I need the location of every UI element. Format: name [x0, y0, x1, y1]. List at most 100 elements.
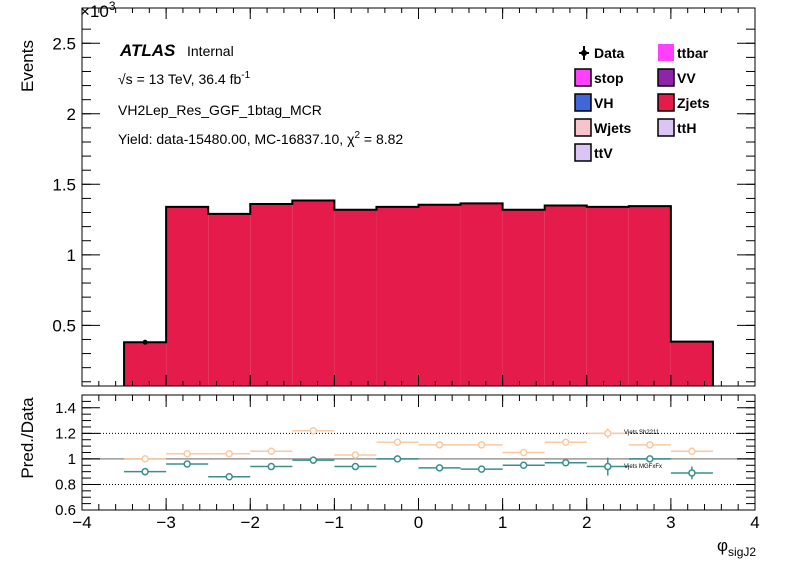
y-tick-label: 1.5	[52, 175, 76, 194]
legend-entry-ttv: ttV	[574, 143, 613, 162]
ratio-y-tick-label: 1.4	[55, 400, 76, 417]
legend-label: Zjets	[677, 95, 710, 111]
y-axis-title: Events	[18, 40, 37, 92]
legend-label: ttbar	[677, 45, 709, 61]
legend-entry-wjets: Wjets	[574, 118, 632, 137]
ratio-point	[393, 438, 402, 447]
legend-marker	[581, 50, 587, 56]
x-tick-label: 2	[582, 513, 591, 532]
legend-entry-stop: stop	[574, 68, 624, 87]
legend-label: VV	[677, 70, 696, 86]
ratio-point	[477, 441, 486, 449]
legend-swatch	[574, 143, 592, 162]
hist-bar	[586, 206, 629, 386]
ratio-point	[646, 441, 654, 449]
yield-text: Yield: data-15480.00, MC-16837.10, χ2 = …	[118, 130, 403, 147]
ratio-point	[267, 462, 276, 471]
x-tick-label: 4	[750, 513, 759, 532]
hist-bar	[502, 209, 545, 386]
ratio-point	[309, 427, 318, 435]
ratio-label-mg: Vjets MGFxFx	[624, 464, 662, 470]
data-point	[142, 339, 148, 345]
legend-entry-ttbar: ttbar	[658, 44, 709, 61]
energy-lumi-text: √s = 13 TeV, 36.4 fb-1	[118, 70, 251, 87]
atlas-label: ATLAS	[119, 41, 176, 60]
legend-entry-data: Data	[579, 45, 625, 61]
y-tick-label: 0.5	[52, 316, 76, 335]
hist-bar	[544, 205, 587, 386]
internal-label: Internal	[187, 43, 234, 59]
legend-swatch	[658, 44, 674, 61]
x-tick-label: −4	[72, 513, 91, 532]
hist-bar	[208, 213, 251, 386]
x-tick-label: 3	[666, 513, 675, 532]
ratio-point	[435, 464, 444, 472]
legend-label: stop	[594, 70, 624, 86]
ratio-point	[604, 462, 612, 471]
ratio-series	[124, 455, 713, 481]
hist-bar	[418, 204, 461, 386]
hist-bar	[376, 206, 419, 386]
ratio-series	[124, 427, 713, 463]
ratio-point	[561, 458, 570, 467]
ratio-point	[225, 473, 233, 481]
ratio-y-tick-label: 0.6	[55, 502, 76, 519]
hist-outline	[123, 199, 714, 386]
legend-swatch	[574, 68, 592, 87]
ratio-label-sh: Vjets Sh2211	[624, 430, 660, 436]
hist-bar	[292, 200, 335, 386]
hist-bar	[460, 203, 503, 386]
legend-label: VH	[594, 95, 613, 111]
hist-bar	[124, 342, 167, 386]
ratio-point	[477, 465, 486, 473]
hist-bar	[628, 206, 671, 386]
ratio-point	[561, 438, 570, 447]
region-label: VH2Lep_Res_GGF_1btag_MCR	[118, 102, 322, 118]
x-axis-title: φsigJ2	[717, 536, 756, 559]
main-histogram	[123, 199, 714, 386]
ratio-axes: 0.6 0.8 1 1.2 1.4 −4 −3 −2 −1 0 1 2 3 4	[55, 394, 760, 532]
legend-swatch	[657, 93, 675, 112]
legend: Data ttbar stop VV VH Zjets Wjets ttH ttV	[574, 44, 710, 162]
y-multiplier: ×103	[80, 0, 116, 21]
ratio-point	[519, 448, 528, 457]
ratio-point	[393, 455, 402, 463]
legend-swatch	[657, 68, 675, 87]
ratio-y-axis-title: Pred./Data	[18, 397, 37, 479]
ratio-point	[604, 429, 612, 438]
ratio-point	[435, 441, 444, 449]
ratio-point	[267, 447, 276, 455]
ratio-point	[351, 451, 360, 459]
ratio-point	[519, 461, 528, 470]
ratio-point	[351, 462, 360, 471]
legend-swatch	[657, 118, 675, 137]
y-tick-label: 2	[67, 105, 76, 124]
ratio-point	[688, 469, 696, 477]
legend-swatch	[574, 93, 592, 112]
ratio-point	[688, 447, 696, 455]
hist-bar	[334, 209, 377, 386]
x-tick-label: 1	[498, 513, 507, 532]
legend-entry-vh: VH	[574, 93, 613, 112]
ratio-panel	[82, 427, 755, 485]
legend-label: Data	[594, 45, 625, 61]
x-tick-label: −2	[241, 513, 260, 532]
legend-swatch	[574, 118, 592, 137]
legend-label: Wjets	[594, 120, 632, 136]
ratio-point	[225, 450, 233, 458]
ratio-point	[141, 455, 149, 463]
ratio-point	[141, 467, 149, 476]
hist-bar	[166, 206, 209, 386]
hist-bar	[670, 341, 713, 386]
hist-bar	[250, 204, 293, 386]
y-tick-label: 1	[67, 246, 76, 265]
ratio-point	[309, 456, 318, 464]
legend-entry-vv: VV	[657, 68, 696, 87]
legend-entry-zjets: Zjets	[657, 93, 710, 112]
ratio-point	[183, 450, 191, 458]
x-tick-label: −1	[325, 513, 344, 532]
y-tick-label: 2.5	[52, 34, 76, 53]
x-tick-label: 0	[414, 513, 423, 532]
legend-entry-tth: ttH	[657, 118, 696, 137]
